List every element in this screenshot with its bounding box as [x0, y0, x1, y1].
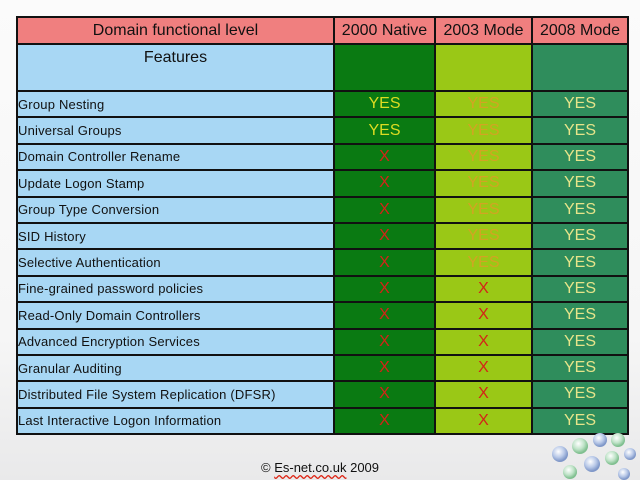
table-row: Granular Auditing X X YES: [16, 353, 629, 383]
feature-read-only-domain-controllers: Read-Only Domain Controllers: [16, 301, 335, 330]
support-cell-2008: YES: [531, 221, 629, 251]
feature-fine-grained-password-policies: Fine-grained password policies: [16, 274, 335, 304]
support-cell-2003: YES: [434, 248, 533, 277]
header-2000-native: 2000 Native: [333, 16, 436, 45]
table-row: Advanced Encryption Services X X YES: [16, 327, 629, 356]
table-row: SID History X YES YES: [16, 221, 629, 251]
features-heading: Features: [16, 43, 335, 92]
footer-year: 2009: [350, 460, 380, 475]
support-cell-2000: X: [333, 327, 436, 356]
feature-universal-groups: Universal Groups: [16, 116, 335, 145]
feature-selective-authentication: Selective Authentication: [16, 248, 335, 277]
table-body: Features Group Nesting YES YES YES Universal…: [16, 43, 629, 436]
feature-granular-auditing: Granular Auditing: [16, 353, 335, 383]
feature-group-nesting: Group Nesting: [16, 89, 335, 119]
table-row: Last Interactive Logon Information X X YES: [16, 406, 629, 436]
table-row: Distributed File System Replication (DFS…: [16, 380, 629, 409]
support-cell-2000: X: [333, 380, 436, 409]
support-cell-2000: X: [333, 274, 436, 304]
feature-domain-controller-rename: Domain Controller Rename: [16, 142, 335, 172]
support-cell-2003: YES: [434, 89, 533, 119]
support-cell-2000: X: [333, 248, 436, 277]
support-cell-2008: YES: [531, 195, 629, 224]
feature-group-type-conversion: Group Type Conversion: [16, 195, 335, 224]
support-cell-2008: YES: [531, 169, 629, 198]
table-row: Group Type Conversion X YES YES: [16, 195, 629, 224]
table-row: Fine-grained password policies X X YES: [16, 274, 629, 304]
feature-update-logon-stamp: Update Logon Stamp: [16, 169, 335, 198]
table-header-row: Domain functional level 2000 Native 2003…: [16, 16, 629, 45]
support-cell-2003: X: [434, 353, 533, 383]
feature-last-interactive-logon-information: Last Interactive Logon Information: [16, 406, 335, 436]
support-cell-2000: YES: [333, 116, 436, 145]
feature-distributed-file-system-replication-dfsr: Distributed File System Replication (DFS…: [16, 380, 335, 409]
subheader-cell-2003: [434, 43, 533, 92]
support-cell-2008: YES: [531, 116, 629, 145]
support-cell-2003: X: [434, 274, 533, 304]
support-cell-2000: YES: [333, 89, 436, 119]
support-cell-2003: YES: [434, 116, 533, 145]
features-subheader-row: Features: [16, 43, 629, 92]
support-cell-2008: YES: [531, 89, 629, 119]
footer-site: Es-net.co.uk: [274, 460, 347, 475]
functional-level-table: Domain functional level 2000 Native 2003…: [16, 16, 629, 436]
support-cell-2000: X: [333, 301, 436, 330]
feature-advanced-encryption-services: Advanced Encryption Services: [16, 327, 335, 356]
support-cell-2008: YES: [531, 301, 629, 330]
support-cell-2003: YES: [434, 221, 533, 251]
table-row: Selective Authentication X YES YES: [16, 248, 629, 277]
support-cell-2003: X: [434, 327, 533, 356]
support-cell-2008: YES: [531, 142, 629, 172]
header-domain-functional-level: Domain functional level: [16, 16, 335, 45]
support-cell-2000: X: [333, 406, 436, 436]
table-row: Update Logon Stamp X YES YES: [16, 169, 629, 198]
support-cell-2003: YES: [434, 195, 533, 224]
support-cell-2000: X: [333, 142, 436, 172]
support-cell-2000: X: [333, 195, 436, 224]
support-cell-2003: X: [434, 301, 533, 330]
subheader-cell-2000: [333, 43, 436, 92]
support-cell-2008: YES: [531, 406, 629, 436]
feature-sid-history: SID History: [16, 221, 335, 251]
table-row: Read-Only Domain Controllers X X YES: [16, 301, 629, 330]
support-cell-2003: X: [434, 406, 533, 436]
header-2003-mode: 2003 Mode: [434, 16, 533, 45]
support-cell-2008: YES: [531, 248, 629, 277]
support-cell-2008: YES: [531, 327, 629, 356]
support-cell-2000: X: [333, 169, 436, 198]
subheader-cell-2008: [531, 43, 629, 92]
decorative-orbs-icon: [552, 433, 636, 480]
support-cell-2003: YES: [434, 169, 533, 198]
support-cell-2000: X: [333, 221, 436, 251]
copyright-symbol: ©: [260, 460, 271, 475]
support-cell-2008: YES: [531, 380, 629, 409]
support-cell-2003: X: [434, 380, 533, 409]
table-row: Universal Groups YES YES YES: [16, 116, 629, 145]
table-row: Domain Controller Rename X YES YES: [16, 142, 629, 172]
support-cell-2003: YES: [434, 142, 533, 172]
support-cell-2000: X: [333, 353, 436, 383]
support-cell-2008: YES: [531, 274, 629, 304]
header-2008-mode: 2008 Mode: [531, 16, 629, 45]
footer: © Es-net.co.uk 2009: [0, 460, 640, 475]
table-row: Group Nesting YES YES YES: [16, 89, 629, 119]
support-cell-2008: YES: [531, 353, 629, 383]
